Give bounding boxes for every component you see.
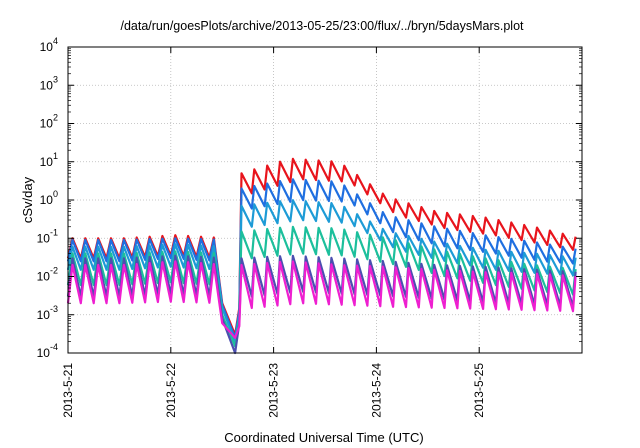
y-tick-exponent: -4 (50, 342, 58, 352)
y-tick-exponent: -1 (50, 227, 58, 237)
y-tick-exponent: 1 (53, 151, 58, 161)
series-line (66, 199, 577, 343)
y-tick-label: 10-3 (37, 304, 58, 322)
x-tick-label: 2013-5-25 (472, 363, 486, 418)
x-tick-label: 2013-5-23 (267, 363, 281, 418)
y-tick-label: 100 (40, 189, 58, 207)
y-tick-base: 10 (37, 231, 51, 245)
y-tick-exponent: -3 (50, 304, 58, 314)
y-tick-base: 10 (40, 117, 54, 131)
y-tick-base: 10 (37, 270, 51, 284)
y-tick-exponent: 0 (53, 189, 58, 199)
chart-title: /data/run/goesPlots/archive/2013-05-25/2… (120, 19, 524, 33)
x-tick-label: 2013-5-22 (164, 363, 178, 418)
y-tick-exponent: 3 (53, 74, 58, 84)
y-tick-label: 10-4 (37, 342, 58, 360)
y-tick-exponent: 2 (53, 113, 58, 123)
y-axis-label: cSv/day (20, 176, 35, 223)
y-tick-base: 10 (40, 193, 54, 207)
grid (68, 47, 582, 353)
y-tick-base: 10 (40, 40, 54, 54)
x-axis: 2013-5-21 2013-5-22 2013-5-23 2013-5-24 2013… (61, 47, 486, 418)
y-tick-label: 103 (40, 74, 58, 92)
x-axis-label: Coordinated Universal Time (UTC) (224, 430, 423, 445)
x-tick-label: 2013-5-24 (369, 363, 383, 418)
series-line (66, 178, 577, 339)
series-layer (66, 157, 577, 355)
y-tick-label: 10-1 (37, 227, 58, 245)
series-line (66, 225, 577, 348)
y-tick-base: 10 (37, 346, 51, 360)
plot-frame (67, 46, 583, 354)
y-tick-label: 102 (40, 113, 58, 131)
y-tick-exponent: -2 (50, 266, 58, 276)
y-tick-base: 10 (40, 155, 54, 169)
x-tick-label: 2013-5-21 (61, 363, 75, 418)
y-tick-base: 10 (40, 78, 54, 92)
y-tick-label: 10-2 (37, 266, 58, 284)
y-tick-label: 104 (40, 36, 58, 54)
y-tick-base: 10 (37, 308, 51, 322)
y-tick-exponent: 4 (53, 36, 58, 46)
y-tick-label: 101 (40, 151, 58, 169)
series-line (66, 260, 577, 339)
series-line (66, 254, 577, 355)
